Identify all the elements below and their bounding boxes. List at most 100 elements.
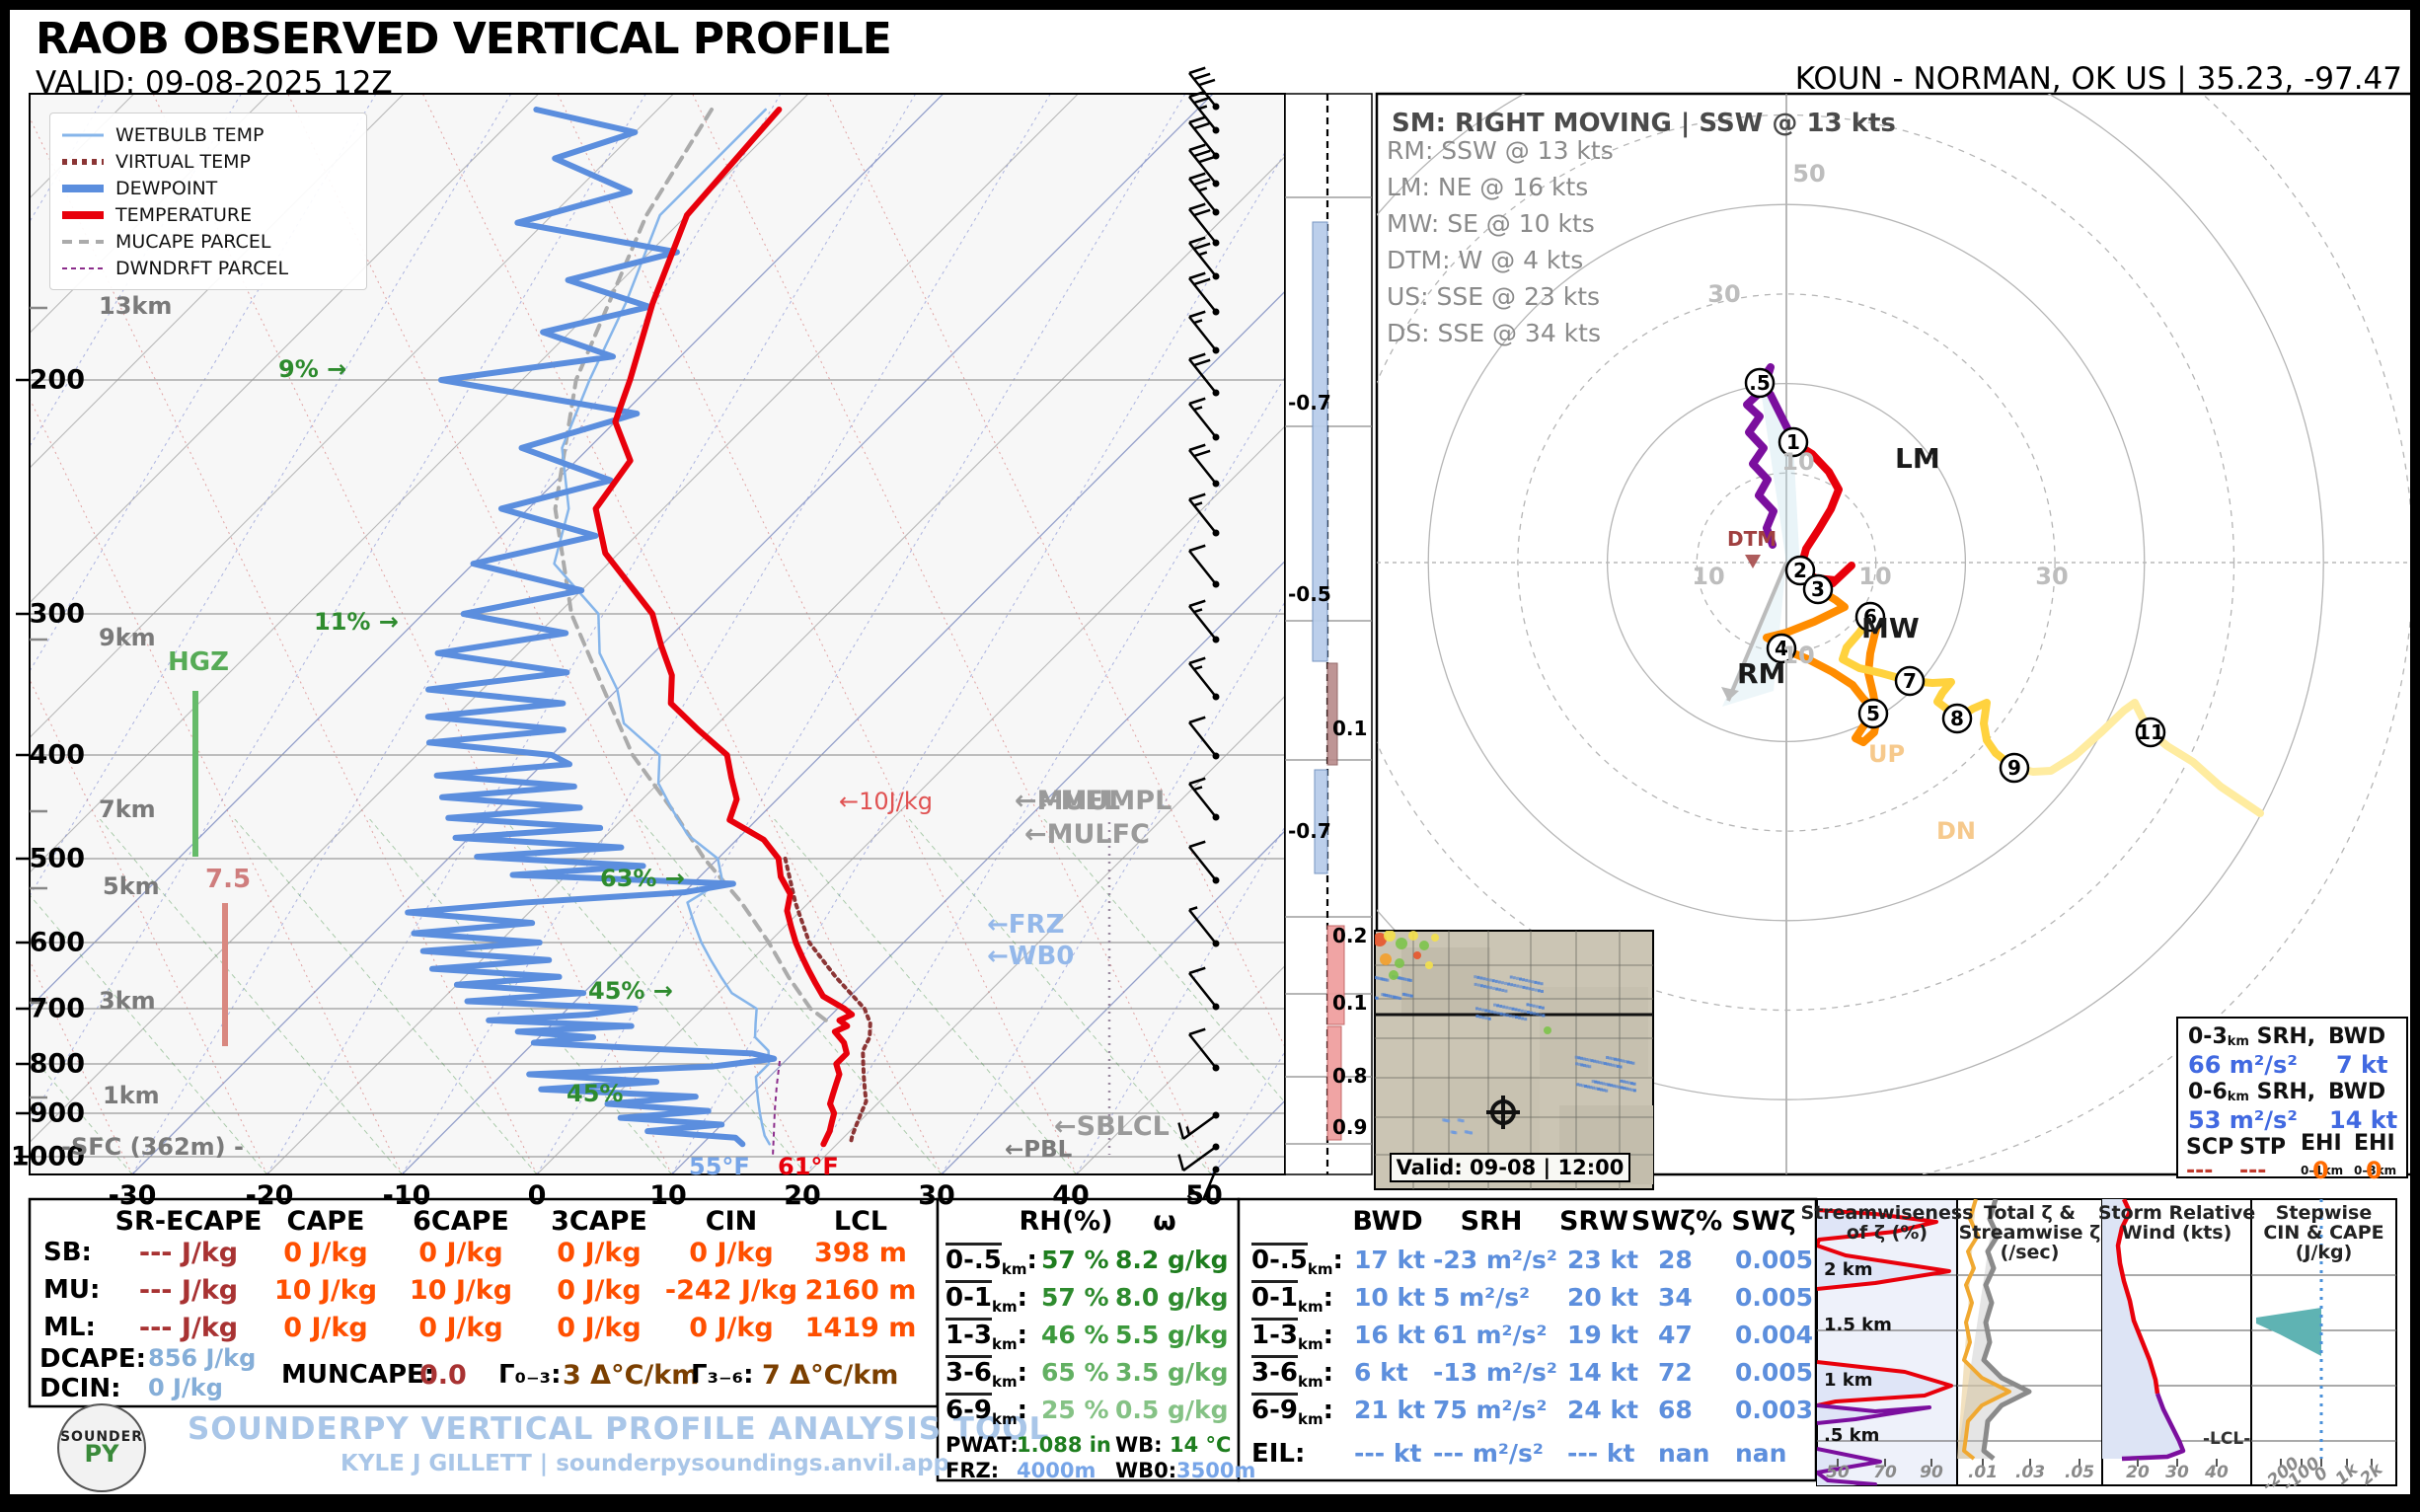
kinematics-value: 47 bbox=[1658, 1321, 1693, 1349]
thermo-header: 3CAPE bbox=[551, 1206, 647, 1237]
gamma-0-3-value: 3 Δ°C/km bbox=[563, 1360, 700, 1391]
temp-axis-tick: -30 bbox=[108, 1180, 157, 1211]
dcape-line-label: 7.5 bbox=[205, 865, 252, 894]
kinematics-row-label: 1-3km: bbox=[1251, 1318, 1333, 1353]
pressure-tick: 200 bbox=[29, 364, 85, 396]
scp-value: --- bbox=[2186, 1159, 2214, 1183]
surface-temp-f: 61°F bbox=[778, 1153, 839, 1180]
thermo-row-label: ML: bbox=[43, 1313, 96, 1342]
dn-label: DN bbox=[1936, 817, 1977, 845]
pressure-tick: 300 bbox=[29, 598, 85, 630]
dcin-label: DCIN: bbox=[39, 1374, 121, 1403]
rh-value: 25 % bbox=[1041, 1396, 1109, 1424]
kinematics-value: 75 m²/s² bbox=[1433, 1396, 1548, 1424]
storm-motion-line: DS: SSE @ 34 kts bbox=[1387, 319, 1601, 347]
hodo-height-marker: 11 bbox=[2137, 720, 2164, 744]
radar-valid-label: Valid: 09-08 | 12:00 bbox=[1390, 1153, 1630, 1182]
storm-motion-headline: SM: RIGHT MOVING | SSW @ 13 kts bbox=[1392, 109, 1896, 138]
legend-item-label: TEMPERATURE bbox=[115, 203, 253, 226]
panel2-xtick: .01 bbox=[1967, 1463, 1999, 1482]
storm-motion-line: MW: SE @ 10 kts bbox=[1387, 209, 1595, 238]
hodo-ring-label: 10 bbox=[1858, 563, 1892, 590]
skewt-legend: WETBULB TEMP VIRTUAL TEMP DEWPOINT TEMPERAT… bbox=[49, 113, 367, 290]
thermo-lcl: 1419 m bbox=[804, 1313, 917, 1343]
kinematics-header: BWD bbox=[1352, 1206, 1423, 1237]
panel3-xtick: 20 bbox=[2126, 1463, 2150, 1482]
thermo-header: CIN bbox=[705, 1206, 758, 1237]
temp-axis-tick: 30 bbox=[918, 1180, 955, 1211]
up-label: UP bbox=[1868, 740, 1906, 768]
dcape-value: 856 J/kg bbox=[148, 1344, 257, 1372]
kinematics-value: 14 kt bbox=[1567, 1358, 1639, 1387]
level-label: ←WB0 bbox=[987, 942, 1075, 971]
thermo-value: 0 J/kg bbox=[557, 1275, 642, 1306]
kinematics-value: 0.003 bbox=[1735, 1396, 1814, 1424]
kinematics-value: 5 m²/s² bbox=[1433, 1283, 1531, 1312]
omega-label: 0.1 bbox=[1332, 717, 1368, 740]
moisture-row-label: 0-1km: bbox=[945, 1280, 1027, 1316]
legend-item-label: WETBULB TEMP bbox=[115, 123, 265, 146]
thermo-header: 6CAPE bbox=[413, 1206, 509, 1237]
kinematics-value: 17 kt bbox=[1354, 1246, 1426, 1274]
legend-swatch-icon bbox=[62, 210, 104, 219]
thermo-value: 0 J/kg bbox=[418, 1313, 503, 1343]
temp-axis-tick: 20 bbox=[784, 1180, 821, 1211]
thermo-header: LCL bbox=[833, 1206, 888, 1237]
panel3-xtick: 30 bbox=[2165, 1463, 2189, 1482]
wb-value: 14 °C bbox=[1170, 1433, 1232, 1457]
footer-author: KYLE J GILLETT | sounderpysoundings.anvi… bbox=[340, 1451, 949, 1476]
ehi-0-1-label: EHI 0–1km bbox=[2301, 1131, 2344, 1177]
legend-item: DWNDRFT PARCEL bbox=[60, 255, 356, 281]
thermo-lcl: 398 m bbox=[814, 1238, 907, 1268]
panel-title: CIN & CAPE bbox=[2263, 1222, 2384, 1244]
thermo-srecape: --- J/kg bbox=[138, 1313, 239, 1343]
temp-axis-tick: -20 bbox=[245, 1180, 294, 1211]
muncape-value: 0.0 bbox=[419, 1360, 467, 1391]
ehi-0-3-label: EHI 0–3km bbox=[2354, 1131, 2397, 1177]
wb0-label: WB0: bbox=[1115, 1459, 1177, 1482]
thermo-value: 0 J/kg bbox=[689, 1313, 774, 1343]
panel-title: of ζ (%) bbox=[1846, 1222, 1928, 1244]
rh-value: 65 % bbox=[1041, 1358, 1109, 1387]
hodo-height-marker: 1 bbox=[1786, 430, 1800, 454]
hodo-ring-label: 50 bbox=[1792, 160, 1826, 188]
omega-label: 0.2 bbox=[1332, 924, 1368, 947]
kinematics-value: 0.004 bbox=[1735, 1321, 1814, 1349]
kinematics-header: SWζ bbox=[1731, 1206, 1796, 1237]
surface-dewpoint-f: 55°F bbox=[689, 1153, 750, 1180]
height-label: 1km bbox=[103, 1082, 160, 1109]
srh-bwd-summary-box: 0-3km SRH, BWD 66 m²/s² 7 kt 0-6km SRH, … bbox=[2176, 1017, 2408, 1184]
moisture-row-label: 3-6km: bbox=[945, 1355, 1027, 1391]
hodo-ring-label: 30 bbox=[2035, 563, 2069, 590]
bwd-0-6-value: 14 kt bbox=[2329, 1106, 2398, 1134]
wb0-value: 3500m bbox=[1176, 1459, 1256, 1482]
omega-label: -0.7 bbox=[1288, 819, 1331, 843]
dcape-label: DCAPE: bbox=[39, 1344, 146, 1374]
storm-motion-line: DTM: W @ 4 kts bbox=[1387, 246, 1584, 274]
panel-title: Wind (kts) bbox=[2121, 1222, 2232, 1244]
cape-annotation: ←10J/kg bbox=[839, 788, 933, 815]
pressure-tick: 500 bbox=[29, 843, 85, 874]
bwd-0-6-label: BWD bbox=[2328, 1080, 2386, 1104]
panel-title: Streamwiseness bbox=[1800, 1202, 1974, 1224]
kinematics-value: 24 kt bbox=[1567, 1396, 1639, 1424]
dtm-label: DTM bbox=[1727, 527, 1777, 551]
thermo-header: CAPE bbox=[286, 1206, 365, 1237]
moisture-row-label: 0-.5km: bbox=[945, 1243, 1037, 1278]
kinematics-value: 28 bbox=[1658, 1246, 1693, 1274]
hodo-ring-label: 10 bbox=[1692, 563, 1725, 590]
height-label: 9km bbox=[99, 624, 156, 651]
thermo-value: 0 J/kg bbox=[557, 1238, 642, 1268]
kinematics-value: 68 bbox=[1658, 1396, 1693, 1424]
legend-swatch-icon bbox=[62, 266, 104, 269]
kinematics-value: 72 bbox=[1658, 1358, 1693, 1387]
omega-label: -0.5 bbox=[1288, 582, 1331, 606]
temp-axis-tick: 40 bbox=[1052, 1180, 1090, 1211]
kinematics-value: --- m²/s² bbox=[1433, 1439, 1544, 1468]
bwd-0-3-label: BWD bbox=[2328, 1024, 2386, 1049]
kinematics-row-label: 6-9km: bbox=[1251, 1393, 1333, 1428]
hodo-height-marker: 9 bbox=[2007, 756, 2021, 780]
kinematics-value: -23 m²/s² bbox=[1433, 1246, 1557, 1274]
panel-title: Stepwise bbox=[2275, 1202, 2373, 1224]
